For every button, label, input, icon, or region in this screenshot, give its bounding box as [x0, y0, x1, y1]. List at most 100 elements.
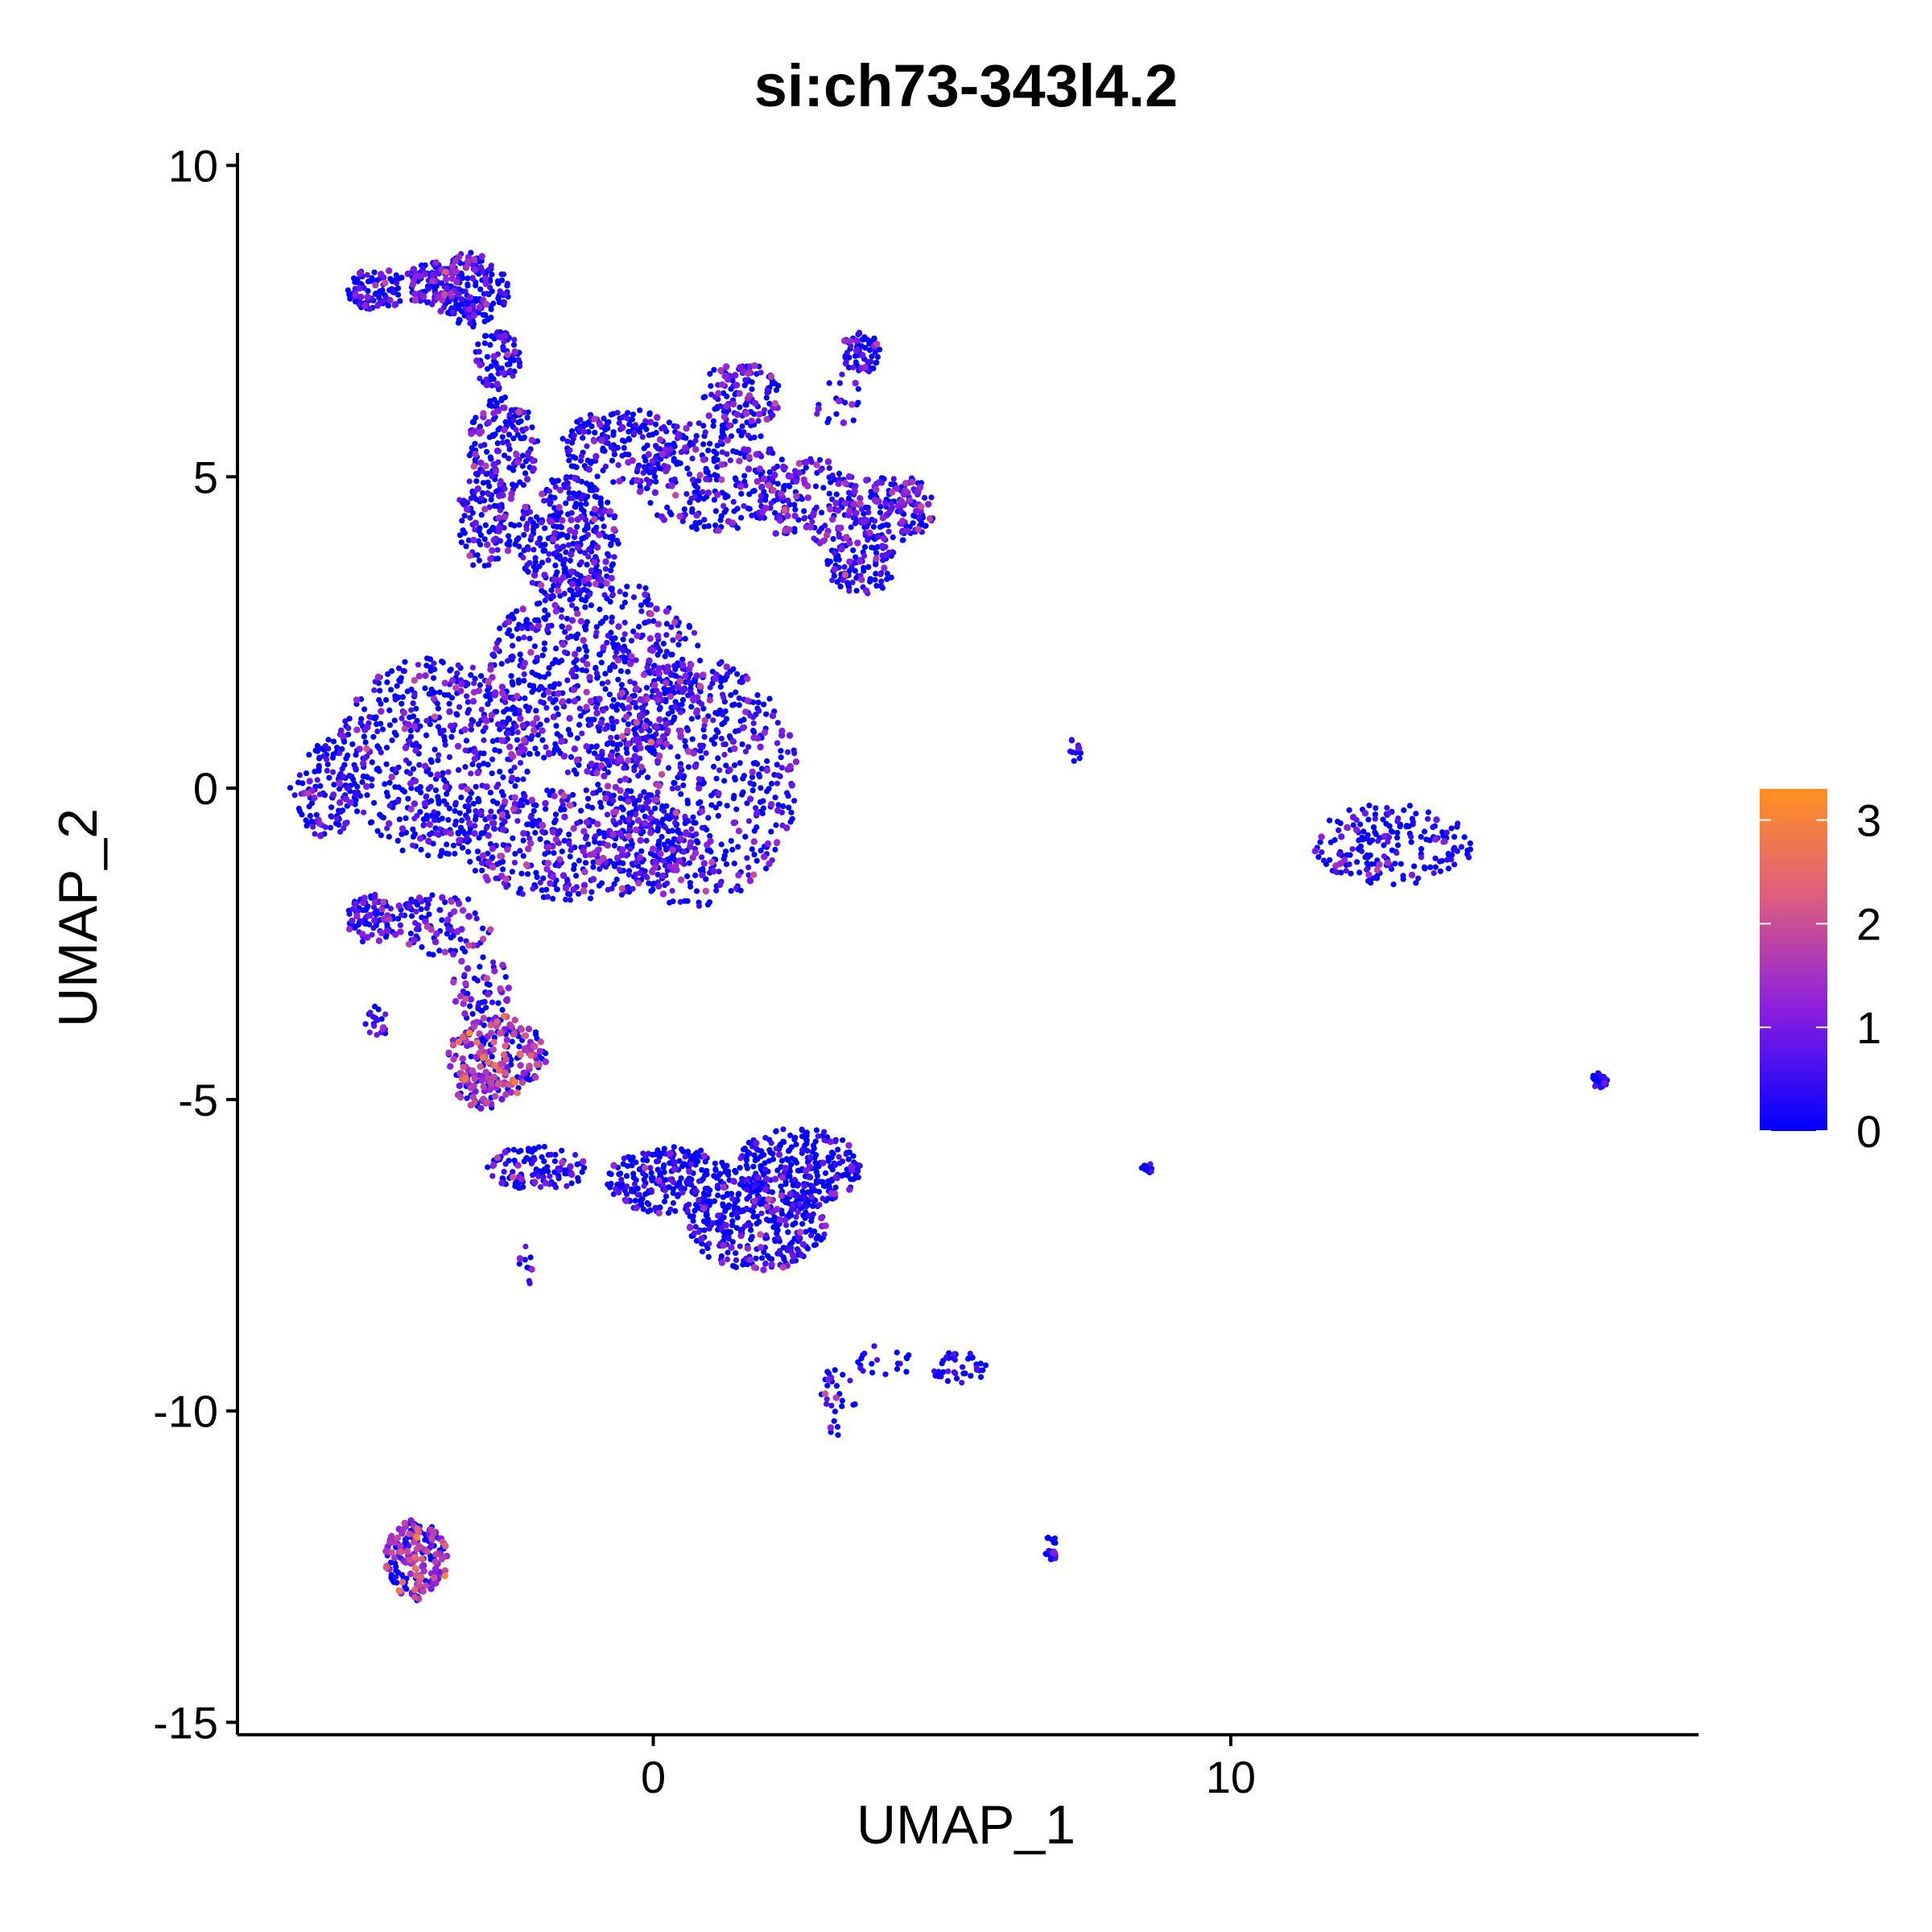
cell-point	[578, 506, 585, 513]
cell-point	[514, 625, 520, 632]
cell-point	[521, 678, 527, 684]
cell-point	[550, 895, 556, 902]
cell-point	[632, 422, 639, 428]
cell-point	[509, 633, 515, 639]
cell-point	[494, 547, 501, 553]
cell-point	[1335, 827, 1342, 833]
cell-point	[877, 346, 883, 353]
cell-point	[588, 889, 595, 895]
cell-point	[594, 473, 601, 480]
cell-point	[686, 1201, 692, 1208]
cell-point	[533, 708, 539, 714]
cell-point	[572, 455, 579, 461]
cell-point	[474, 977, 481, 984]
cell-point	[637, 483, 643, 489]
cell-point	[520, 837, 526, 844]
cell-point	[952, 1356, 958, 1363]
cell-point	[778, 1211, 786, 1217]
cell-point	[489, 770, 495, 777]
cell-point	[565, 726, 572, 733]
cell-point	[551, 681, 558, 687]
cell-point	[696, 902, 703, 909]
cell-point	[630, 1174, 637, 1181]
cell-point	[722, 1208, 729, 1215]
cell-point	[885, 522, 891, 529]
cell-point	[1356, 837, 1362, 844]
cell-point	[473, 813, 479, 819]
cell-point	[378, 749, 384, 756]
cell-point	[689, 736, 696, 742]
cell-point	[472, 440, 478, 447]
cell-point	[639, 1195, 646, 1202]
cell-point	[464, 709, 471, 716]
cell-point	[481, 340, 488, 346]
cell-point	[518, 870, 525, 877]
cell-point	[455, 320, 462, 326]
cell-point	[445, 851, 452, 857]
cell-point	[313, 811, 320, 818]
cell-point	[770, 1224, 777, 1230]
cell-point	[458, 539, 465, 546]
cell-point	[416, 762, 423, 768]
cell-point	[564, 533, 571, 539]
cell-point	[702, 1186, 708, 1192]
cell-point	[760, 805, 767, 811]
cell-point	[481, 318, 488, 324]
cell-point	[712, 522, 719, 529]
cell-point	[372, 291, 378, 297]
cell-point	[506, 455, 512, 462]
cell-point	[541, 646, 547, 653]
cell-point	[642, 813, 648, 819]
cell-point	[699, 824, 706, 831]
cell-point	[774, 720, 781, 726]
cell-point	[701, 523, 708, 530]
cell-point	[952, 1370, 959, 1377]
cell-point	[1373, 805, 1379, 811]
cell-point	[833, 411, 840, 417]
cell-point	[567, 587, 573, 593]
cell-point	[643, 426, 650, 432]
cell-point	[685, 764, 692, 770]
cell-point	[768, 828, 774, 835]
cell-point	[646, 411, 653, 418]
cell-point	[435, 794, 441, 800]
cell-point	[679, 696, 687, 704]
cell-point	[679, 701, 685, 708]
cell-point	[473, 783, 479, 790]
cell-point	[331, 782, 337, 788]
cell-point	[720, 741, 727, 748]
cell-point	[944, 1378, 951, 1385]
cell-point	[510, 1146, 517, 1153]
points-layer	[287, 250, 1610, 1604]
cell-point	[458, 296, 465, 303]
cell-point	[654, 818, 660, 824]
cell-point	[567, 557, 574, 564]
cell-point	[680, 782, 687, 789]
cell-point	[602, 671, 609, 677]
cell-point	[573, 873, 580, 879]
cell-point	[470, 800, 477, 807]
cell-point	[670, 637, 676, 643]
cell-point	[491, 502, 497, 510]
cell-point	[631, 767, 638, 774]
cell-point	[533, 802, 539, 809]
cell-point	[676, 1158, 683, 1164]
cell-point	[712, 1167, 719, 1174]
cell-point	[413, 741, 419, 747]
cell-point	[515, 679, 522, 686]
cell-point	[777, 1248, 783, 1254]
cell-point	[474, 848, 481, 855]
cell-point	[522, 470, 529, 477]
cell-point	[624, 1191, 630, 1198]
cell-point	[312, 831, 318, 837]
cell-point	[515, 1149, 522, 1155]
cell-point	[616, 1171, 622, 1178]
cell-point	[832, 1162, 838, 1169]
cell-point	[473, 415, 479, 421]
cell-point	[491, 814, 497, 820]
cell-point	[369, 759, 375, 766]
cell-point	[494, 800, 501, 807]
cell-point	[931, 1368, 938, 1374]
cell-point	[698, 754, 705, 762]
cell-point	[847, 1377, 853, 1384]
